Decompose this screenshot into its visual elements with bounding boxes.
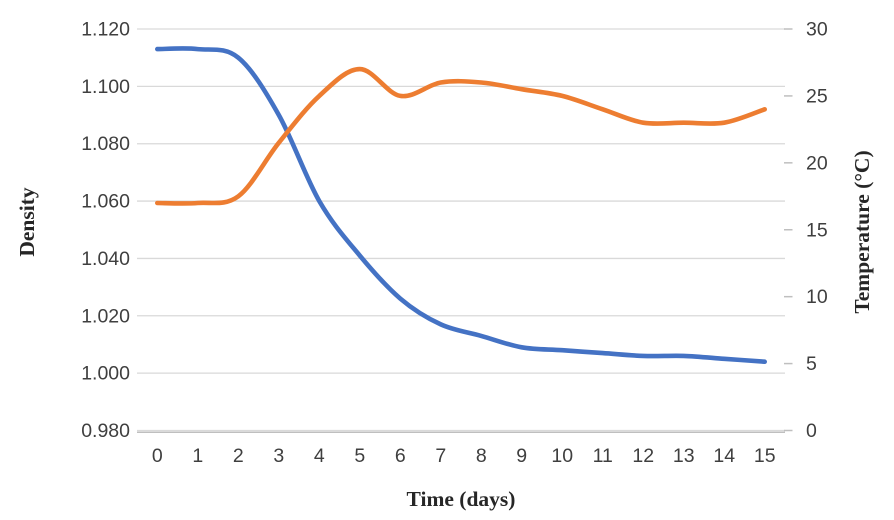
left-axis-tick-label: 1.100: [81, 76, 130, 98]
left-axis-tick-label: 1.020: [81, 305, 130, 327]
x-axis-tick-label: 10: [551, 445, 573, 467]
x-axis-tick-label: 2: [233, 445, 244, 467]
x-axis-tick-label: 4: [314, 445, 325, 467]
left-axis-tick-label: 1.000: [81, 363, 130, 385]
x-axis-tick-label: 13: [673, 445, 695, 467]
right-axis-tick-label: 5: [806, 353, 817, 375]
left-axis-tick-label: 1.120: [81, 19, 130, 41]
x-axis-tick-label: 14: [713, 445, 735, 467]
right-axis-tick-label: 30: [806, 19, 828, 41]
series-line-density: [155, 46, 767, 364]
x-axis-tick-label: 11: [593, 445, 613, 467]
right-axis-tick-label: 0: [806, 420, 817, 442]
right-axis-tick-label: 25: [806, 85, 828, 107]
x-axis-tick-label: 9: [516, 445, 527, 467]
x-axis-tick-label: 7: [435, 445, 446, 467]
left-axis-tick-label: 1.060: [81, 191, 130, 213]
x-axis-tick-label: 8: [476, 445, 487, 467]
right-axis-tick-label: 15: [806, 219, 828, 241]
x-axis-tick-label: 0: [152, 445, 163, 467]
x-axis-tick-label: 12: [632, 445, 654, 467]
x-axis-tick-label: 15: [754, 445, 776, 467]
left-axis-tick-label: 0.980: [81, 420, 130, 442]
right-axis-tick-label: 20: [806, 152, 828, 174]
x-axis-title: Time (days): [407, 487, 516, 511]
left-axis-tick-label: 1.080: [81, 133, 130, 155]
series-line-temperature: [155, 66, 767, 206]
x-axis-tick-label: 5: [354, 445, 365, 467]
left-axis-tick-label: 1.040: [81, 248, 130, 270]
right-axis-tick-label: 10: [806, 286, 828, 308]
x-axis-tick-label: 1: [192, 445, 203, 467]
left-axis-title: Density: [15, 187, 39, 257]
x-axis-tick-label: 3: [273, 445, 284, 467]
x-axis-tick-label: 6: [395, 445, 406, 467]
right-axis-title: Temperature (°C): [850, 150, 874, 313]
